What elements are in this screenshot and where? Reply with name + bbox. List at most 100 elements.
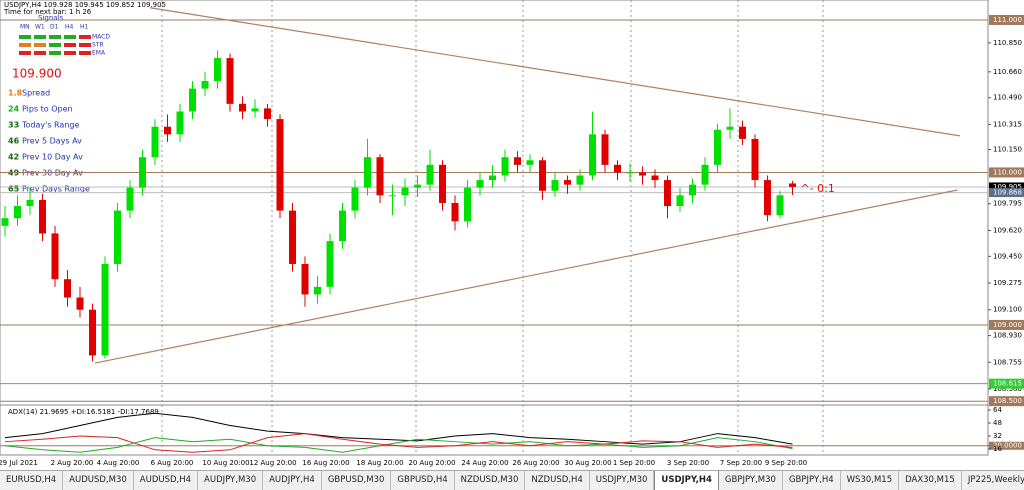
candle-body bbox=[114, 210, 121, 264]
candle-body bbox=[651, 175, 659, 181]
y-tick-label: 110.490 bbox=[993, 94, 1022, 102]
candle-body bbox=[176, 111, 184, 135]
signal-cell bbox=[64, 35, 76, 39]
trendline bbox=[94, 189, 958, 364]
candle-body bbox=[776, 195, 784, 216]
stat-label: Prev 5 Days Av bbox=[22, 137, 82, 146]
candle-body bbox=[376, 157, 384, 196]
y-tick-label: 109.795 bbox=[993, 200, 1022, 208]
stat-value: 42 bbox=[8, 153, 19, 162]
trendline bbox=[149, 7, 961, 137]
stat-value: 46 bbox=[8, 137, 20, 146]
candle-body bbox=[764, 180, 771, 216]
candle-body bbox=[26, 199, 34, 207]
signals-title: Signals bbox=[38, 14, 64, 22]
tab[interactable]: AUDUSD,M30 bbox=[63, 471, 134, 490]
candle-body bbox=[601, 134, 609, 165]
indicator-label: MACD bbox=[92, 34, 110, 41]
candle-body bbox=[239, 103, 246, 112]
tab[interactable]: AUDJPY,M30 bbox=[198, 471, 264, 490]
y-tick-label: 108.580 bbox=[993, 385, 1022, 393]
candle-body bbox=[701, 164, 709, 185]
x-tick-label: 3 Sep 20:00 bbox=[667, 459, 709, 467]
x-tick-label: 24 Aug 20:00 bbox=[461, 459, 508, 467]
tab[interactable]: USDJPY,M30 bbox=[590, 471, 655, 490]
stat-label: Spread bbox=[22, 89, 50, 98]
candle-body bbox=[689, 184, 696, 196]
indicator-tick-label: 16 bbox=[993, 445, 1002, 453]
price-box bbox=[989, 188, 1024, 198]
candle-body bbox=[364, 157, 371, 188]
price-box-label: 109.868 bbox=[993, 189, 1022, 197]
timeframe-label: H1 bbox=[80, 24, 89, 31]
stat-label: Prev 30 Day Av bbox=[22, 169, 83, 178]
candle-body bbox=[501, 157, 509, 176]
candle-body bbox=[339, 210, 346, 242]
tab[interactable]: NZDUSD,M30 bbox=[455, 471, 526, 490]
tab[interactable]: DAX30,M15 bbox=[899, 471, 962, 490]
timeframe-label: H4 bbox=[65, 24, 74, 31]
candle-body bbox=[226, 58, 234, 104]
tab[interactable]: GBPJPY,M30 bbox=[719, 471, 783, 490]
candle-body bbox=[551, 180, 559, 191]
stat-label: Prev Days Range bbox=[22, 185, 90, 194]
candle-body bbox=[751, 138, 759, 181]
tab[interactable]: WS30,M15 bbox=[841, 471, 900, 490]
x-tick-label: 29 Jul 2021 bbox=[0, 459, 38, 467]
indicator-tick-label: 64 bbox=[993, 406, 1002, 414]
tab[interactable]: AUDJPY,H4 bbox=[263, 471, 322, 490]
level-box bbox=[989, 319, 1024, 330]
signal-cell bbox=[49, 35, 61, 39]
timer: Time for next bar: 1 h 26 bbox=[3, 8, 92, 16]
tab[interactable]: AUDUSD,H4 bbox=[134, 471, 199, 490]
y-tick-label: 109.620 bbox=[993, 226, 1022, 234]
level-box bbox=[989, 396, 1024, 407]
tab[interactable]: GBPUSD,H4 bbox=[391, 471, 455, 490]
level-label: 108.615 bbox=[993, 380, 1022, 388]
candle-body bbox=[264, 108, 271, 120]
indicator-tick-label: 32 bbox=[993, 432, 1002, 440]
candle-body bbox=[564, 180, 571, 185]
x-tick-label: 12 Aug 20:00 bbox=[249, 459, 296, 467]
tab[interactable]: GBPJPY,H4 bbox=[783, 471, 841, 490]
signal-cell bbox=[79, 43, 91, 47]
candle-body bbox=[326, 241, 334, 287]
x-tick-label: 9 Sep 20:00 bbox=[765, 459, 807, 467]
x-tick-label: 18 Aug 20:00 bbox=[356, 459, 403, 467]
candle-body bbox=[201, 80, 209, 89]
stat-value: 24 bbox=[8, 105, 20, 114]
y-tick-label: 109.275 bbox=[993, 279, 1022, 287]
tab[interactable]: GBPUSD,M30 bbox=[322, 471, 392, 490]
candle-body bbox=[164, 126, 171, 135]
tab[interactable]: NZDUSD,H4 bbox=[525, 471, 590, 490]
timeframe-label: D1 bbox=[50, 24, 59, 31]
candle-body bbox=[539, 160, 546, 191]
candle-body bbox=[576, 175, 584, 185]
candle-body bbox=[101, 263, 109, 356]
price-box-label: 109.905 bbox=[993, 183, 1022, 191]
tab[interactable]: USDJPY,H4 bbox=[654, 471, 719, 490]
candle-body bbox=[614, 164, 621, 173]
plot-frame bbox=[0, 0, 989, 456]
symbol-line: USDJPY,H4 109.928 109.945 109.852 109.90… bbox=[4, 1, 166, 9]
signal-cell bbox=[19, 35, 31, 39]
x-tick-label: 26 Aug 20:00 bbox=[512, 459, 559, 467]
x-tick-label: 16 Aug 20:00 bbox=[302, 459, 349, 467]
stat-value: 65 bbox=[8, 185, 20, 194]
candle-body bbox=[289, 210, 296, 264]
level-label: 108.500 bbox=[993, 397, 1022, 405]
candle-body bbox=[414, 184, 421, 188]
candle-body bbox=[14, 206, 21, 219]
y-tick-label: 109.100 bbox=[993, 306, 1022, 314]
tab[interactable]: EURUSD,H4 bbox=[0, 471, 64, 490]
candle-body bbox=[139, 157, 146, 188]
y-tick-label: 109.450 bbox=[993, 252, 1022, 260]
candle-body bbox=[251, 108, 259, 112]
level-box bbox=[989, 378, 1024, 389]
tab[interactable]: JP225,Weekly bbox=[962, 471, 1024, 490]
indicator-line bbox=[4, 437, 793, 453]
y-tick-label: 110.850 bbox=[993, 39, 1022, 47]
signal-cell bbox=[19, 43, 31, 47]
